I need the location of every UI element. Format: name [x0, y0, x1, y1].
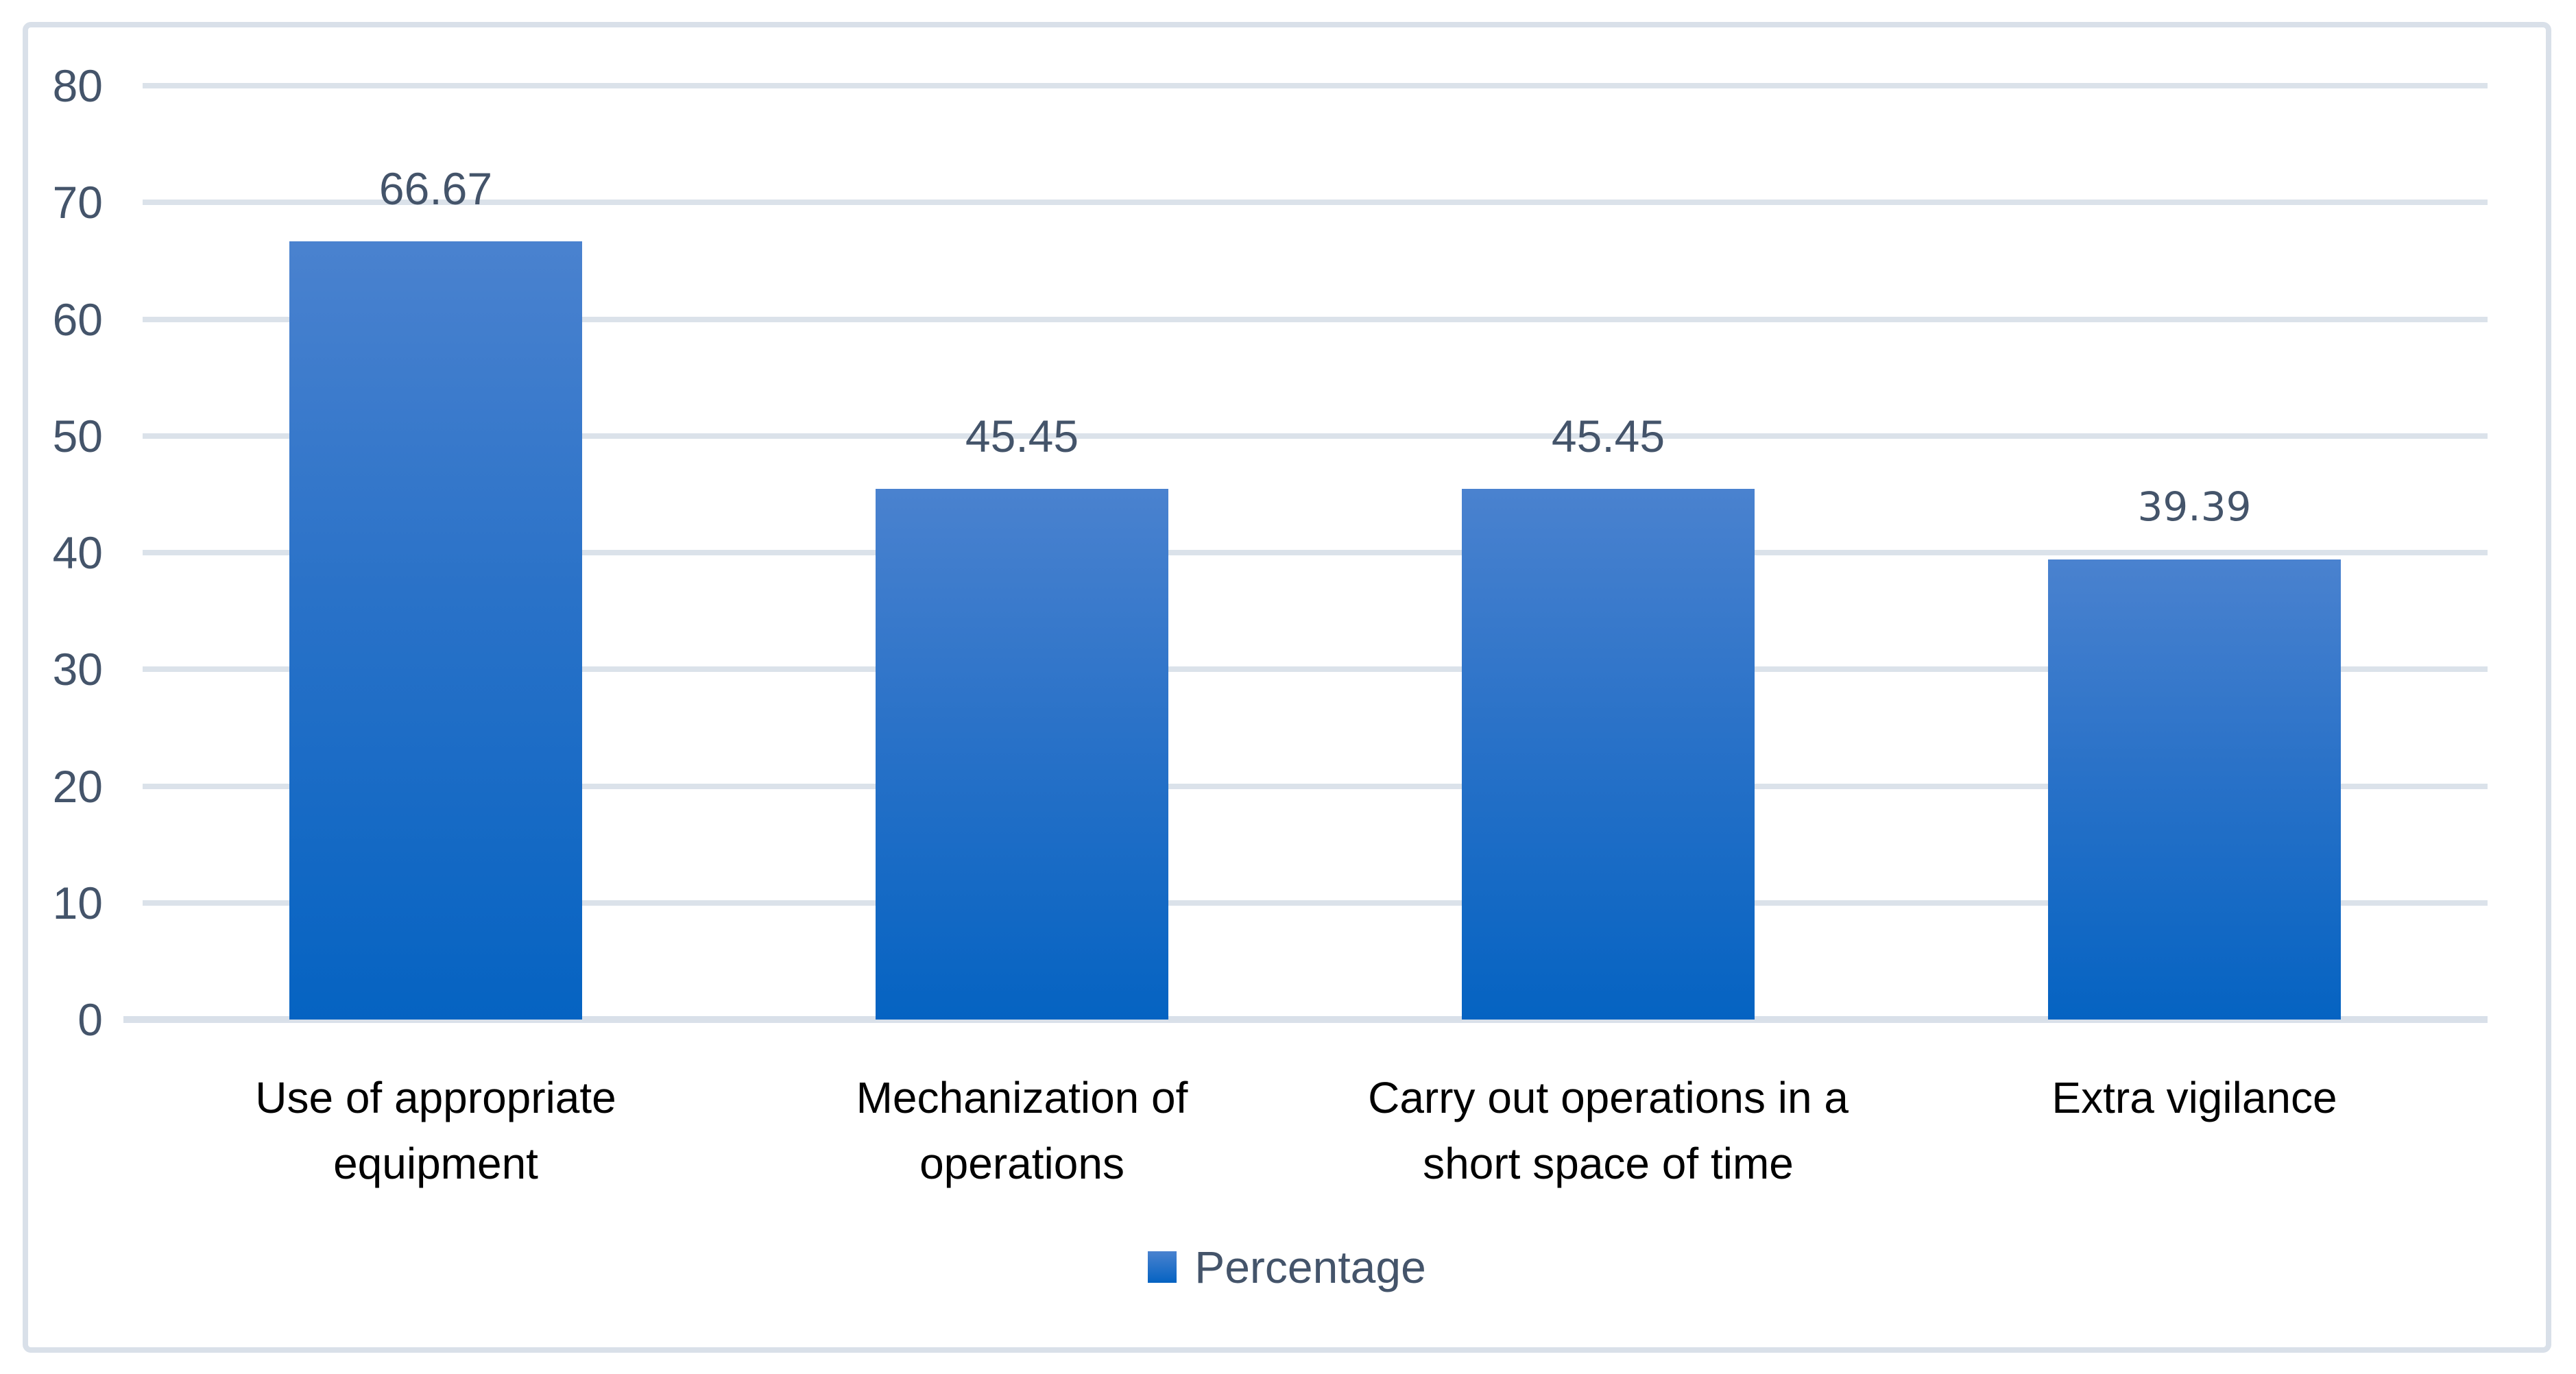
- category-label-text: Use of appropriate equipment: [255, 1073, 616, 1188]
- y-tick-label: 30: [52, 644, 103, 695]
- gridline: [143, 783, 2488, 789]
- bar-value-label: 39.39: [2137, 483, 2252, 531]
- category-label-text: Carry out operations in a short space of…: [1368, 1073, 1849, 1188]
- y-tick-label: 70: [52, 177, 103, 228]
- legend-color-swatch: [1148, 1251, 1177, 1283]
- y-tick-label: 10: [52, 877, 103, 928]
- bar-value-label: 45.45: [1551, 411, 1665, 462]
- legend: Percentage: [23, 1242, 2551, 1292]
- gridline: [143, 200, 2488, 206]
- gridline: [143, 316, 2488, 322]
- gridline: [143, 900, 2488, 906]
- bar: [289, 241, 582, 1020]
- y-tick-label: 50: [52, 410, 103, 461]
- y-tick-label: 80: [52, 60, 103, 111]
- gridline: [143, 433, 2488, 439]
- category-label: Mechanization of operations: [729, 1065, 1315, 1196]
- bar-value-label: 45.45: [965, 411, 1079, 462]
- category-label: Use of appropriate equipment: [143, 1065, 729, 1196]
- gridline: [143, 666, 2488, 673]
- gridline: [143, 83, 2488, 88]
- chart-frame: [23, 22, 2551, 1353]
- category-label: Carry out operations in a short space of…: [1315, 1065, 1901, 1196]
- y-tick-label: 0: [77, 994, 103, 1045]
- bar: [876, 489, 1168, 1020]
- y-tick-label: 40: [52, 527, 103, 578]
- y-tick-label: 60: [52, 293, 103, 345]
- bar: [2048, 559, 2341, 1020]
- category-label: Extra vigilance: [1901, 1065, 2488, 1131]
- category-label-text: Mechanization of operations: [856, 1073, 1188, 1188]
- bar-value-label: 66.67: [378, 162, 493, 214]
- category-label-text: Extra vigilance: [2051, 1073, 2337, 1122]
- y-tick-label: 20: [52, 760, 103, 812]
- gridline: [143, 550, 2488, 555]
- x-axis-line: [123, 1016, 2488, 1023]
- bar: [1462, 489, 1755, 1020]
- legend-label: Percentage: [1194, 1242, 1426, 1292]
